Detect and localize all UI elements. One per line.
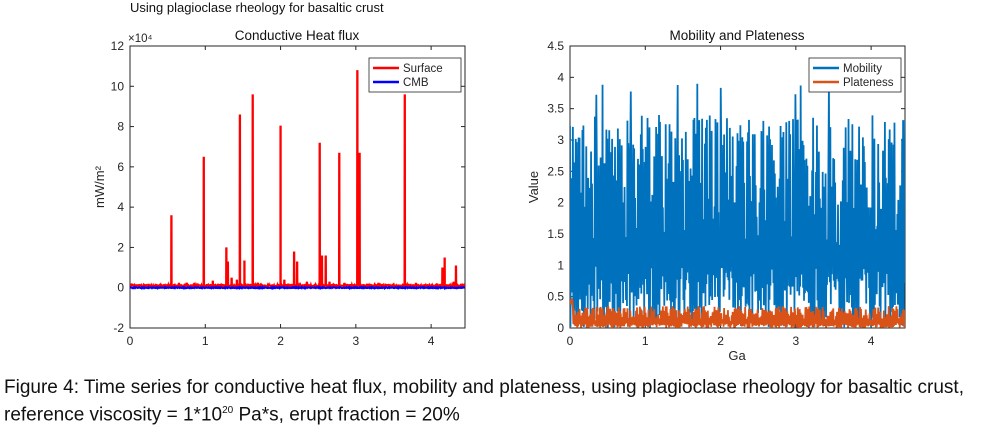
heat-flux-title: Conductive Heat flux (235, 28, 360, 43)
heat-flux-exponent: ×10⁴ (128, 33, 153, 45)
mobility-ylabel: Value (526, 171, 541, 203)
ytick-label: 3 (557, 133, 564, 147)
figure-suptitle: Using plagioclase rheology for basaltic … (130, 0, 384, 15)
heat-flux-lines (130, 70, 465, 291)
ytick-label: 1 (557, 258, 564, 272)
series-line-mobility (570, 83, 905, 328)
legend-box (808, 57, 902, 93)
ytick-label: -2 (113, 321, 124, 335)
ytick-label: 12 (111, 39, 125, 53)
mobility-lines (570, 83, 905, 328)
series-line-cmb (130, 285, 465, 291)
caption-text-main: Figure 4: Time series for conductive hea… (4, 377, 964, 426)
heat-flux-chart: Conductive Heat flux ×10⁴ mW/m² -2024681… (92, 28, 466, 348)
heat-flux-ylabel: mW/m² (92, 165, 107, 208)
ytick-label: 6 (117, 160, 124, 174)
mobility-legend: Mobility Plateness (808, 57, 902, 93)
ytick-label: 0 (117, 281, 124, 295)
xtick-label: 3 (792, 334, 799, 348)
series-line-surface (130, 70, 465, 291)
mobility-axes: 0 0.5 1 1.5 2 2.5 3 3.5 4 4.5 0 1 2 3 4 (547, 39, 905, 348)
ytick-label: 4 (117, 200, 124, 214)
legend-label: CMB (403, 77, 429, 89)
xtick-label: 2 (717, 334, 724, 348)
legend-box (368, 57, 462, 93)
xtick-label: 1 (642, 334, 649, 348)
ytick-label: 2 (117, 240, 124, 254)
mobility-title: Mobility and Plateness (669, 28, 804, 43)
ytick-label: 4.5 (547, 39, 564, 53)
xtick-label: 3 (352, 334, 359, 348)
figure-caption: Figure 4: Time series for conductive hea… (4, 376, 994, 426)
caption-text-end: Pa*s, erupt fraction = 20% (233, 404, 460, 426)
legend-label: Plateness (843, 77, 894, 89)
ytick-label: 4 (557, 70, 564, 84)
xtick-label: 4 (428, 334, 435, 348)
ytick-label: 1.5 (547, 227, 564, 241)
xtick-label: 1 (202, 334, 209, 348)
ytick-label: 10 (111, 79, 125, 93)
ytick-label: 2.5 (547, 164, 564, 178)
legend-label: Surface (403, 63, 443, 75)
series-line-plateness (570, 298, 905, 328)
charts-canvas: Conductive Heat flux ×10⁴ mW/m² -2024681… (92, 28, 906, 363)
ytick-label: 0.5 (547, 290, 564, 304)
ytick-label: 2 (557, 196, 564, 210)
xtick-label: 0 (127, 334, 134, 348)
mobility-xlabel: Ga (728, 348, 746, 363)
heat-flux-legend: Surface CMB (368, 57, 462, 93)
ytick-label: 0 (557, 321, 564, 335)
ytick-label: 8 (117, 120, 124, 134)
xtick-label: 2 (277, 334, 284, 348)
xtick-label: 4 (868, 334, 875, 348)
mobility-plateness-chart: Mobility and Plateness Value Ga 0 0.5 1 1.5… (526, 28, 906, 363)
caption-superscript: 20 (222, 405, 234, 416)
legend-label: Mobility (843, 63, 882, 75)
xtick-label: 0 (567, 334, 574, 348)
ytick-label: 3.5 (547, 102, 564, 116)
